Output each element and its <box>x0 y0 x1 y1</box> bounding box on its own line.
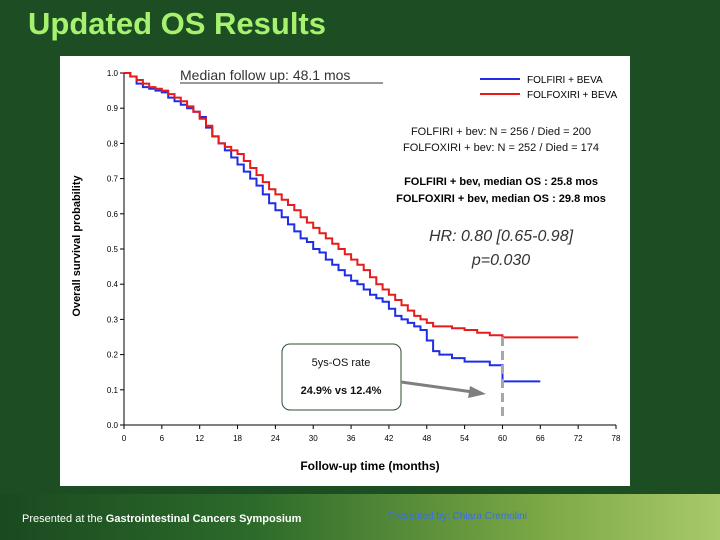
callout-arrow-shaft <box>400 380 474 394</box>
y-ticks: 0.0 0.1 0.2 0.3 0.4 0.5 0.6 0.7 0.8 0.9 1.0 <box>107 69 124 430</box>
y-axis-label: Overall survival probability <box>71 175 83 317</box>
y-tick-label: 0.5 <box>107 245 119 254</box>
callout-arrow-head <box>468 386 486 398</box>
median-annotation-folfiri: FOLFIRI + bev, median OS : 25.8 mos <box>404 176 598 188</box>
footer-symposium-name: Gastrointestinal Cancers Symposium <box>105 513 302 525</box>
x-tick-label: 36 <box>347 434 356 443</box>
series-line-folfiri <box>124 72 541 383</box>
x-tick-label: 0 <box>122 434 127 443</box>
x-ticks: 0 6 12 18 24 30 36 42 48 54 60 66 72 78 <box>122 425 621 443</box>
series-line-folfoxiri <box>124 72 579 339</box>
survival-curves <box>124 72 579 383</box>
y-tick-label: 0.0 <box>107 421 119 430</box>
x-tick-label: 72 <box>574 434 583 443</box>
x-tick-label: 60 <box>498 434 507 443</box>
footer-presenter: Presented by: Chiara Cremolini <box>388 511 527 522</box>
legend-label-folfiri: FOLFIRI + BEVA <box>527 75 603 86</box>
median-annotation-folfoxiri: FOLFOXIRI + bev, median OS : 29.8 mos <box>396 193 606 205</box>
count-annotation-folfoxiri: FOLFOXIRI + bev: N = 252 / Died = 174 <box>403 142 599 154</box>
y-tick-label: 0.4 <box>107 280 119 289</box>
km-survival-chart: 0.0 0.1 0.2 0.3 0.4 0.5 0.6 0.7 0.8 0.9 1.0 0 6 12 18… <box>71 67 621 473</box>
y-tick-label: 0.6 <box>107 210 119 219</box>
x-tick-label: 42 <box>384 434 393 443</box>
five-year-callout-box <box>281 343 402 411</box>
x-tick-label: 18 <box>233 434 242 443</box>
chart-panel: 0.0 0.1 0.2 0.3 0.4 0.5 0.6 0.7 0.8 0.9 1.0 0 6 12 18… <box>60 56 630 486</box>
x-tick-label: 12 <box>195 434 204 443</box>
x-tick-label: 48 <box>422 434 431 443</box>
y-tick-label: 0.3 <box>107 315 119 324</box>
y-tick-label: 0.1 <box>107 386 119 395</box>
x-tick-label: 24 <box>271 434 280 443</box>
five-year-callout-value: 24.9% vs 12.4% <box>301 385 382 397</box>
y-tick-label: 0.2 <box>107 351 119 360</box>
y-tick-label: 1.0 <box>107 69 119 78</box>
x-tick-label: 66 <box>536 434 545 443</box>
x-tick-label: 30 <box>309 434 318 443</box>
five-year-callout-title: 5ys-OS rate <box>312 357 371 369</box>
x-tick-label: 54 <box>460 434 469 443</box>
y-tick-label: 0.7 <box>107 175 119 184</box>
chart-title: Median follow up: 48.1 mos <box>180 67 350 83</box>
hr-annotation: HR: 0.80 [0.65-0.98] <box>429 228 574 245</box>
legend: FOLFIRI + BEVA FOLFOXIRI + BEVA <box>480 75 617 101</box>
legend-label-folfoxiri: FOLFOXIRI + BEVA <box>527 90 617 101</box>
y-tick-label: 0.8 <box>107 139 119 148</box>
x-tick-label: 6 <box>160 434 165 443</box>
footer-band: Presented at the Gastrointestinal Cancer… <box>0 494 720 540</box>
x-tick-label: 78 <box>612 434 621 443</box>
footer-prefix: Presented at the <box>22 513 103 525</box>
y-tick-label: 0.9 <box>107 104 119 113</box>
x-axis-label: Follow-up time (months) <box>300 459 439 473</box>
p-value-annotation: p=0.030 <box>471 252 530 269</box>
slide-title: Updated OS Results <box>28 6 326 41</box>
count-annotation-folfiri: FOLFIRI + bev: N = 256 / Died = 200 <box>411 126 591 138</box>
footer-presented-at: Presented at the Gastrointestinal Cancer… <box>22 513 301 525</box>
